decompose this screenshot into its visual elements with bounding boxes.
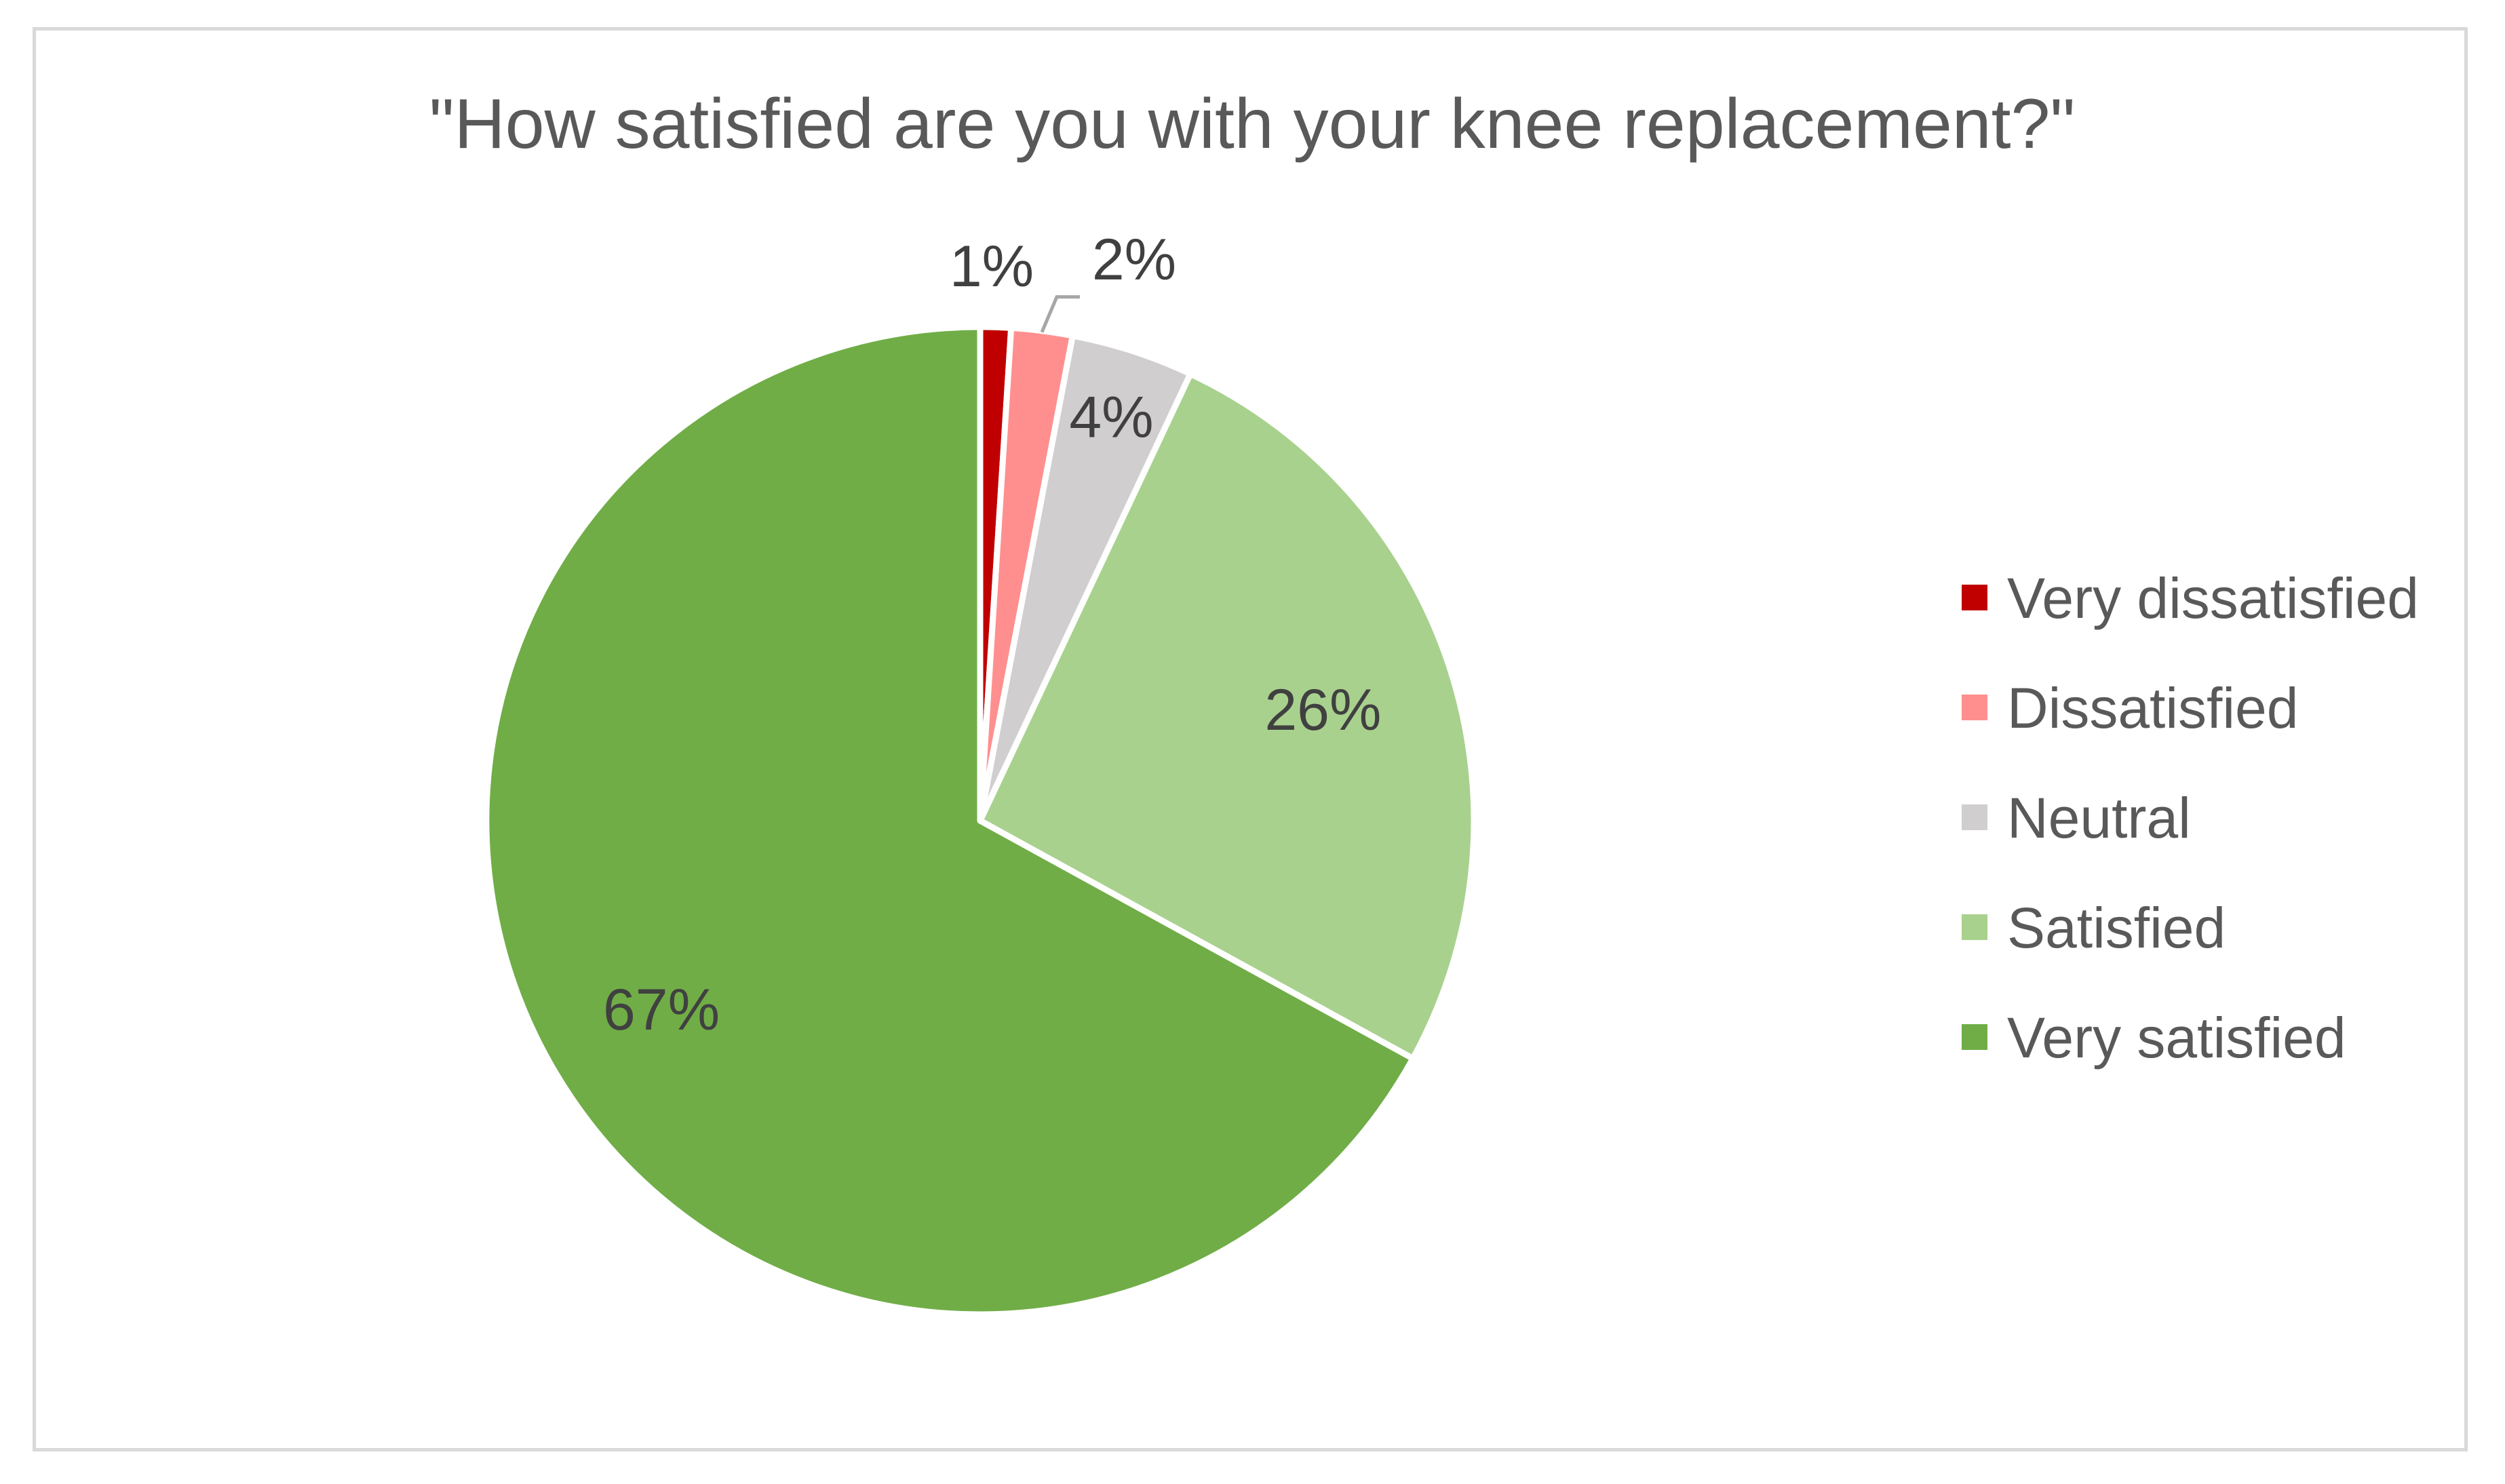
data-label-dissatisfied: 2%	[1092, 227, 1176, 292]
chart-title: "How satisfied are you with your knee re…	[429, 85, 2076, 163]
data-label-very-dissatisfied: 1%	[950, 234, 1034, 299]
legend-swatch-neutral	[1962, 804, 1987, 830]
legend-swatch-very-dissatisfied	[1962, 585, 1987, 610]
data-label-satisfied: 26%	[1264, 678, 1381, 743]
legend-label-dissatisfied: Dissatisfied	[2007, 676, 2298, 740]
legend-label-satisfied: Satisfied	[2007, 896, 2226, 960]
legend-label-neutral: Neutral	[2007, 786, 2191, 850]
data-label-neutral: 4%	[1069, 385, 1153, 450]
legend: Very dissatisfied Dissatisfied Neutral Sati…	[1962, 566, 2419, 1070]
data-label-very-satisfied: 67%	[603, 977, 720, 1042]
pie-slices	[483, 324, 1477, 1318]
legend-swatch-satisfied	[1962, 914, 1987, 940]
pie-slice-very-satisfied	[483, 324, 1416, 1318]
legend-swatch-very-satisfied	[1962, 1024, 1987, 1050]
leader-line-dissatisfied	[1040, 295, 1080, 333]
legend-label-very-dissatisfied: Very dissatisfied	[2007, 566, 2419, 630]
legend-label-very-satisfied: Very satisfied	[2007, 1006, 2346, 1070]
leader-lines	[1040, 295, 1080, 333]
legend-swatch-dissatisfied	[1962, 695, 1987, 720]
data-labels: 1% 2% 4% 26% 67%	[603, 227, 1382, 1042]
